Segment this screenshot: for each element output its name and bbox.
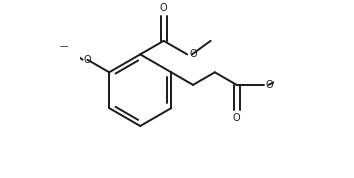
Text: O: O (266, 80, 273, 90)
Text: O: O (160, 3, 167, 13)
Text: O: O (84, 55, 91, 65)
Text: O: O (233, 113, 240, 123)
Text: O: O (189, 49, 197, 59)
Text: —: — (59, 43, 68, 52)
